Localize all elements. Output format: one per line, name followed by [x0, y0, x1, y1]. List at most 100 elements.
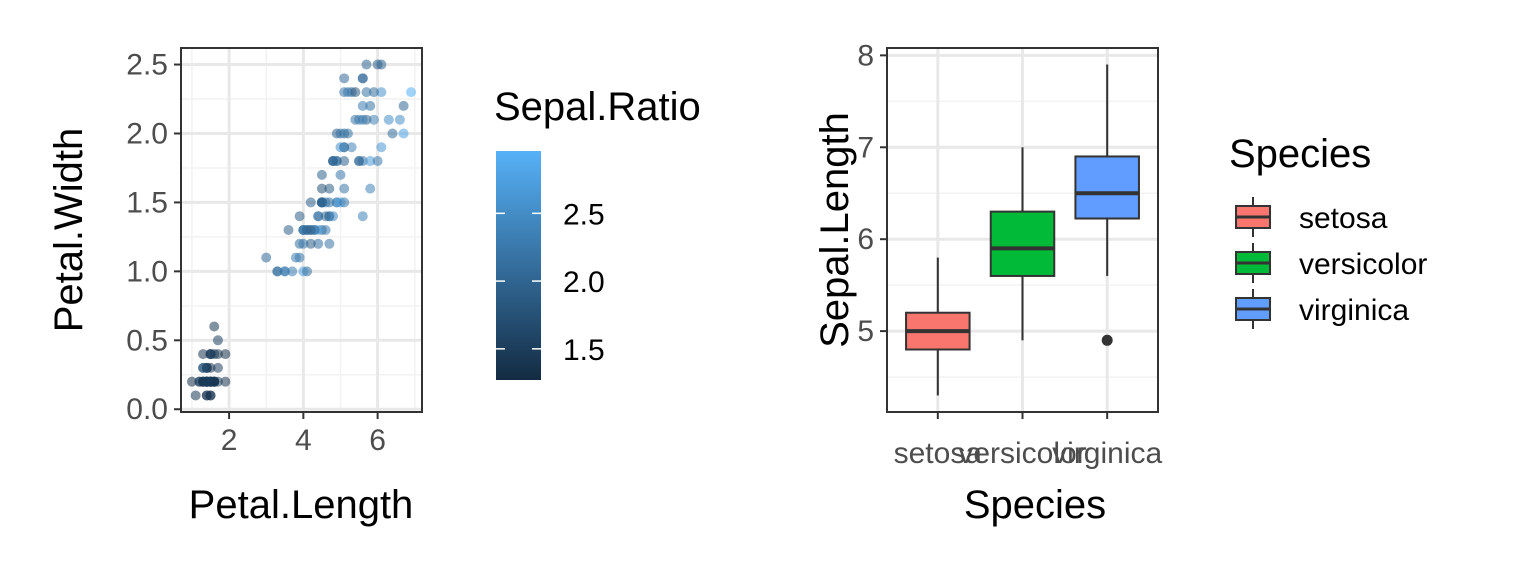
scatter-panel: 2 4 6 0.0 0.5 1.0 1.5 2.0 2.5 Petal.Length Peta… [47, 47, 423, 527]
species-legend-entries: setosa versicolor virginica [1235, 197, 1427, 329]
scatter-point [357, 100, 368, 111]
scatter-point [357, 114, 368, 125]
scatter-point [357, 211, 368, 222]
color-legend-title: Sepal.Ratio [494, 85, 701, 129]
scatter-point [294, 211, 305, 222]
scatter-point [328, 211, 339, 222]
scatter-point [309, 225, 320, 235]
scatter-point [316, 169, 327, 180]
scatter-point [328, 156, 339, 167]
scatter-point [368, 114, 379, 125]
species-legend: Species setosa versicolor virginica [1229, 132, 1427, 329]
scatter-point [302, 266, 313, 277]
scatter-point [186, 376, 197, 387]
scatter-point [365, 156, 376, 167]
scatter-points [186, 59, 417, 401]
scatter-x-tick-label: 6 [369, 424, 386, 457]
color-legend-bar [496, 151, 541, 380]
boxplot-y-tick-label: 8 [857, 39, 874, 72]
scatter-y-tick-label: 2.5 [126, 49, 168, 82]
scatter-point [324, 197, 335, 208]
scatter-point [283, 225, 294, 235]
boxplot-x-tick-label: setosa [894, 437, 983, 470]
scatter-point [350, 114, 361, 125]
color-legend: Sepal.Ratio 1.5 2.0 2.5 [494, 85, 701, 380]
scatter-point [365, 100, 376, 111]
scatter-y-tick-label: 1.0 [126, 255, 168, 288]
scatter-point [302, 225, 313, 235]
species-legend-entry: virginica [1235, 289, 1409, 329]
scatter-point [313, 211, 324, 222]
scatter-point [298, 238, 309, 249]
scatter-y-tick-label: 2.0 [126, 117, 168, 150]
box-outlier [1101, 334, 1113, 346]
scatter-point [350, 87, 361, 98]
scatter-point [387, 128, 398, 139]
species-legend-label: versicolor [1299, 248, 1427, 281]
color-legend-tick-label: 2.0 [563, 266, 605, 299]
scatter-point [201, 390, 212, 401]
scatter-point [398, 128, 409, 139]
scatter-point [201, 376, 212, 387]
box-versicolor [989, 147, 1056, 341]
boxplot-y-tick-label: 5 [857, 315, 874, 348]
scatter-point [342, 128, 353, 139]
scatter-point [339, 73, 350, 84]
scatter-point [198, 349, 209, 360]
scatter-point [354, 156, 365, 167]
scatter-point [339, 183, 350, 194]
scatter-point [339, 156, 350, 167]
scatter-x-axis-title: Petal.Length [189, 483, 414, 527]
scatter-y-tick-label: 0.5 [126, 324, 168, 357]
scatter-point [305, 238, 316, 249]
scatter-point [201, 362, 212, 373]
scatter-point [335, 169, 346, 180]
scatter-point [361, 87, 372, 98]
scatter-point [324, 238, 335, 249]
scatter-point [365, 183, 376, 194]
boxplot-y-tick-label: 7 [857, 131, 874, 164]
scatter-point [394, 114, 405, 125]
scatter-point [335, 142, 346, 153]
boxplot-y-axis: 5 6 7 8 [857, 39, 887, 348]
species-legend-title: Species [1229, 132, 1371, 176]
boxplot-boxes [905, 64, 1140, 396]
color-legend-tick-label: 1.5 [563, 334, 605, 367]
box-setosa [905, 257, 971, 396]
scatter-point [368, 87, 379, 98]
scatter-y-axis: 0.0 0.5 1.0 1.5 2.0 2.5 [126, 49, 181, 426]
scatter-point [313, 238, 324, 249]
boxplot-x-tick-label: virginica [1052, 437, 1162, 470]
box-iqr [989, 210, 1056, 277]
scatter-point [190, 390, 201, 401]
species-legend-label: setosa [1299, 202, 1388, 235]
box-iqr [1074, 155, 1140, 220]
scatter-y-tick-label: 0.0 [126, 393, 168, 426]
scatter-point [376, 87, 387, 98]
scatter-point [290, 252, 301, 263]
scatter-point [376, 59, 387, 70]
scatter-point [316, 197, 327, 208]
scatter-point [331, 128, 342, 139]
scatter-point [346, 142, 357, 153]
scatter-point [212, 362, 223, 373]
scatter-point [383, 114, 394, 125]
scatter-panel-border [180, 47, 423, 413]
species-legend-entry: versicolor [1235, 243, 1427, 283]
scatter-point [372, 156, 383, 167]
scatter-point [320, 225, 331, 235]
scatter-point [261, 252, 272, 263]
scatter-point [272, 266, 283, 277]
scatter-point [279, 266, 290, 277]
color-legend-ticks: 1.5 2.0 2.5 [496, 198, 605, 367]
scatter-y-tick-label: 1.5 [126, 186, 168, 219]
species-legend-label: virginica [1299, 294, 1409, 327]
scatter-point [305, 197, 316, 208]
scatter-x-tick-label: 2 [221, 424, 238, 457]
scatter-point [220, 349, 231, 360]
scatter-point [361, 59, 372, 70]
box-virginica [1074, 64, 1140, 346]
boxplot-x-tick-label: versicolor [958, 437, 1086, 470]
